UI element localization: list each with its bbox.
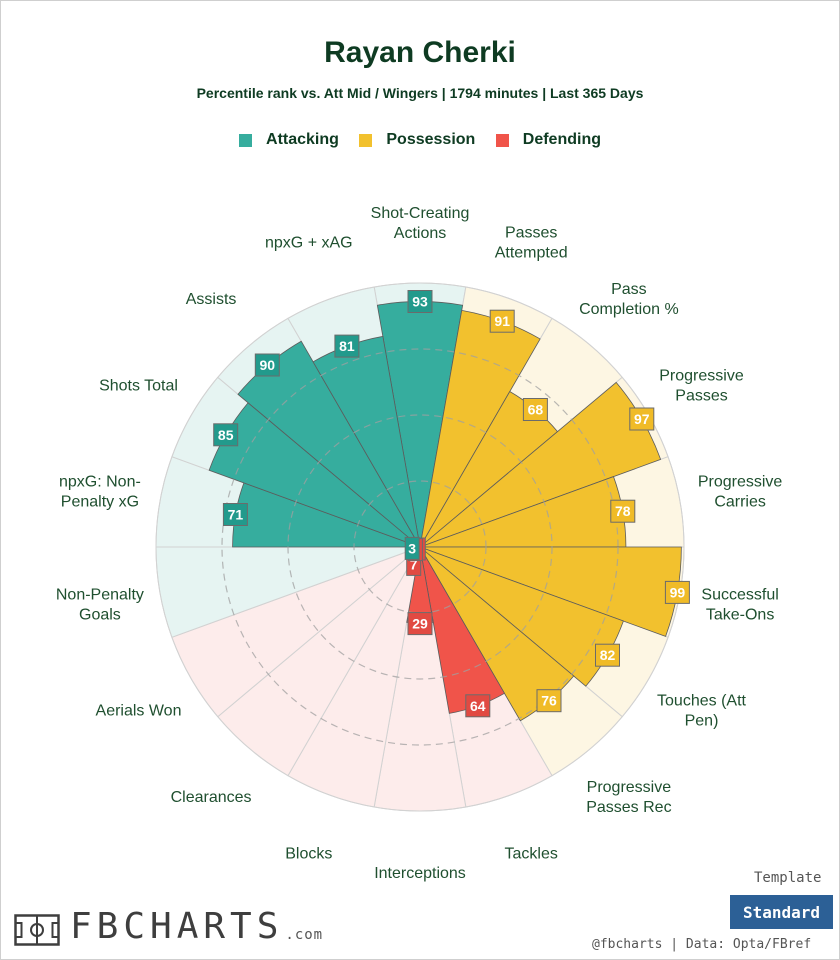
legend-swatch-attacking: [239, 133, 253, 147]
category-label-progressive-passes: Progressive Passes: [659, 368, 744, 405]
value-badge-npxg-xag: [334, 334, 360, 358]
value-badge-touches-att-pen: [595, 643, 620, 667]
value-label-successful-take-ons: 99: [670, 584, 686, 600]
chart-subtitle: Percentile rank vs. Att Mid / Wingers | …: [196, 85, 644, 101]
grid-ring-1: [353, 480, 487, 614]
template-button[interactable]: Standard: [730, 895, 833, 929]
brand-logo: FBCHARTS .com: [14, 908, 323, 946]
value-badge-npxg-non-penalty-xg: [222, 503, 248, 526]
legend-swatch-defending: [495, 133, 509, 147]
category-label-progressive-passes-rec: Progressive Passes Rec: [586, 779, 671, 816]
value-badge-shots-total: [213, 423, 239, 447]
value-label-pass-completion: 68: [528, 402, 544, 418]
value-label-tackles: 64: [470, 698, 486, 714]
brand-suffix: .com: [285, 927, 324, 943]
category-label-shots-total: Shots Total: [99, 378, 178, 395]
category-label-progressive-carries: Progressive Carries: [698, 474, 783, 511]
category-label-clearances: Clearances: [171, 789, 252, 806]
legend-item-possession: Possession: [359, 131, 475, 149]
value-badge-successful-take-ons: [664, 580, 690, 604]
value-label-shot-creating-actions: 93: [412, 294, 428, 310]
value-badge-progressive-passes-rec: [536, 689, 562, 713]
legend-label-possession: Possession: [386, 131, 476, 148]
legend-label-defending: Defending: [522, 131, 601, 148]
value-label-npxg-non-penalty-xg: 71: [228, 507, 244, 523]
value-label-progressive-passes: 97: [634, 411, 650, 427]
chart-title: Rayan Cherki: [324, 36, 516, 69]
category-label-tackles: Tackles: [505, 845, 558, 862]
outer-ring: [155, 282, 685, 812]
category-label-passes-attempted: Passes Attempted: [495, 225, 568, 262]
value-label-npxg-xag: 81: [339, 338, 355, 354]
value-badge-interceptions: [407, 612, 433, 636]
value-badge-non-penalty-goals: [404, 536, 420, 560]
pitch-icon: [14, 914, 60, 946]
value-badge-progressive-carries: [610, 499, 636, 523]
value-badge-passes-attempted: [489, 309, 515, 333]
category-label-shot-creating-actions: Shot-Creating Actions: [371, 205, 470, 242]
value-label-progressive-carries: 78: [615, 503, 631, 519]
category-label-successful-take-ons: Successful Take-Ons: [701, 586, 778, 623]
value-badge-tackles: [465, 694, 491, 718]
category-label-touches-att-pen: Touches (Att Pen): [657, 693, 746, 730]
grid-ring-2: [287, 414, 553, 680]
value-label-passes-attempted: 91: [494, 313, 510, 329]
category-label-aerials-won: Aerials Won: [96, 703, 182, 720]
value-label-touches-att-pen: 82: [600, 647, 616, 663]
credits: @fbcharts | Data: Opta/FBref: [592, 937, 812, 952]
value-badge-assists: [254, 353, 280, 377]
value-badge-progressive-passes: [629, 407, 655, 431]
legend-swatch-possession: [359, 133, 373, 147]
category-label-npxg-non-penalty-xg: npxG: Non-Penalty xG: [59, 474, 141, 511]
category-label-npxg-xag: npxG + xAG: [265, 235, 353, 252]
value-label-non-penalty-goals: 3: [408, 540, 416, 556]
legend-item-defending: Defending: [495, 131, 601, 149]
legend: Attacking Possession Defending: [0, 131, 840, 152]
value-label-blocks: 7: [410, 556, 418, 572]
legend-label-attacking: Attacking: [266, 131, 339, 148]
brand-name: FBCHARTS: [70, 906, 284, 947]
value-badge-pass-completion: [522, 398, 548, 421]
template-label: Template: [754, 870, 822, 886]
value-badge-shot-creating-actions: [407, 290, 433, 313]
category-label-non-penalty-goals: Non-Penalty Goals: [56, 586, 144, 623]
value-label-interceptions: 29: [412, 616, 428, 632]
value-label-shots-total: 85: [218, 427, 234, 443]
value-label-progressive-passes-rec: 76: [541, 693, 557, 709]
value-label-assists: 90: [260, 357, 276, 373]
grid-ring-3: [221, 348, 619, 746]
category-label-interceptions: Interceptions: [374, 865, 466, 882]
category-label-assists: Assists: [186, 291, 237, 308]
category-label-pass-completion: Pass Completion %: [579, 281, 679, 318]
category-label-blocks: Blocks: [285, 845, 332, 862]
legend-item-attacking: Attacking: [239, 131, 339, 149]
